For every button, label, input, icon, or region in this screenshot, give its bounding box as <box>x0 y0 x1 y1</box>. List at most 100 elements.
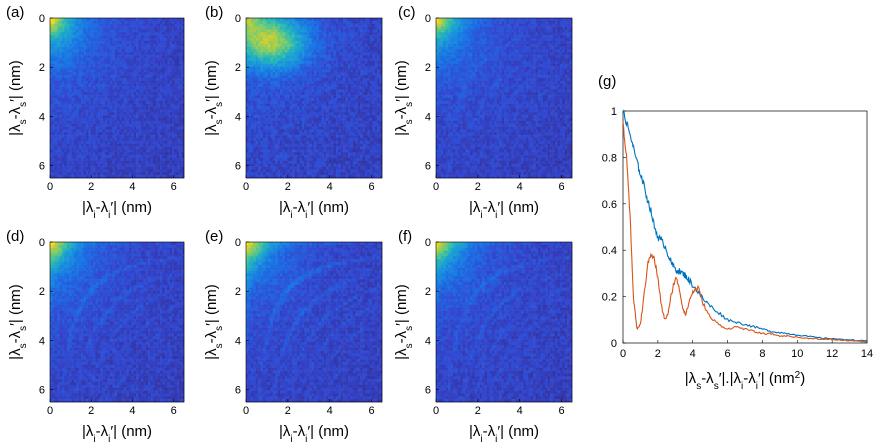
heatmap-cell <box>287 89 290 93</box>
heatmap-cell <box>164 23 168 27</box>
heatmap-cell <box>54 158 58 162</box>
heatmap-cell <box>54 18 58 22</box>
heatmap-cell <box>109 100 113 104</box>
heatmap-cell <box>289 63 293 67</box>
heatmap-cell <box>292 63 295 67</box>
heatmap-cell <box>140 135 144 139</box>
heatmap-cell <box>323 43 327 47</box>
heatmap-cell <box>352 92 356 96</box>
heatmap-cell <box>152 23 156 27</box>
heatmap-cell <box>152 29 156 33</box>
heatmap-cell <box>181 118 185 122</box>
heatmap-cell <box>169 78 173 82</box>
heatmap-cell <box>348 43 351 47</box>
heatmap-cell <box>145 92 149 96</box>
heatmap-cell <box>301 60 305 64</box>
heatmap-cell <box>112 92 115 96</box>
heatmap-cell <box>174 100 178 104</box>
heatmap-cell <box>362 75 366 79</box>
heatmap-cell <box>66 160 70 164</box>
heatmap-cell <box>345 103 349 107</box>
heatmap-cell <box>253 52 256 56</box>
heatmap-cell <box>348 40 351 44</box>
heatmap-cell <box>246 43 249 47</box>
heatmap-cell <box>107 106 111 110</box>
heatmap-cell <box>109 63 113 67</box>
heatmap-cell <box>124 149 127 153</box>
heatmap-cell <box>148 163 151 167</box>
heatmap-cell <box>362 95 366 99</box>
heatmap-cell <box>59 20 63 24</box>
heatmap-cell <box>102 92 106 96</box>
heatmap-cell <box>172 100 175 104</box>
heatmap-cell <box>152 63 156 67</box>
heatmap-cell <box>121 92 125 96</box>
x-axis-label: |λi-λi′| (nm) <box>82 199 152 221</box>
heatmap-cell <box>172 155 175 159</box>
heatmap-cell <box>265 18 269 22</box>
heatmap-cell <box>112 158 115 162</box>
heatmap-cell <box>379 35 383 39</box>
heatmap-cell <box>377 78 380 82</box>
heatmap-cell <box>294 80 298 84</box>
heatmap-cell <box>357 106 361 110</box>
heatmap-cell <box>340 72 344 76</box>
heatmap-cell <box>350 92 354 96</box>
heatmap-cell <box>136 89 139 93</box>
heatmap-cell <box>105 89 108 93</box>
heatmap-cell <box>348 75 351 79</box>
heatmap-cell <box>97 23 101 27</box>
heatmap-cell <box>287 69 290 73</box>
heatmap-cell <box>152 80 156 84</box>
heatmap-cell <box>71 152 75 156</box>
heatmap-cell <box>367 83 371 87</box>
heatmap-cell <box>102 132 106 136</box>
heatmap-cell <box>292 26 295 30</box>
heatmap-cell <box>314 100 317 104</box>
heatmap-cell <box>270 100 273 104</box>
heatmap-cell <box>83 149 87 153</box>
heatmap-cell <box>143 100 146 104</box>
heatmap-cell <box>155 169 158 173</box>
heatmap-cell <box>362 18 366 22</box>
heatmap-cell <box>172 83 175 87</box>
heatmap-cell <box>52 152 56 156</box>
heatmap-cell <box>284 55 288 59</box>
heatmap-cell <box>69 115 72 119</box>
heatmap-cell <box>328 103 332 107</box>
heatmap-cell <box>289 86 293 90</box>
heatmap-cell <box>306 40 310 44</box>
heatmap-cell <box>284 52 288 56</box>
heatmap-cell <box>355 43 358 47</box>
heatmap-cell <box>85 103 89 107</box>
heatmap-cell <box>83 66 87 70</box>
heatmap-cell <box>326 60 329 64</box>
heatmap-cell <box>145 72 149 76</box>
heatmap-cell <box>145 66 149 70</box>
heatmap-cell <box>372 32 375 36</box>
heatmap-cell <box>81 132 84 136</box>
heatmap-cell <box>301 52 305 56</box>
heatmap-cell <box>164 126 168 130</box>
heatmap-cell <box>95 109 99 113</box>
heatmap-cell <box>73 175 77 179</box>
heatmap-cell <box>316 75 320 79</box>
heatmap-cell <box>374 103 378 107</box>
heatmap-cell <box>331 58 334 62</box>
heatmap-cell <box>181 120 185 124</box>
heatmap-cell <box>277 60 281 64</box>
heatmap-cell <box>174 123 178 127</box>
heatmap-cell <box>306 20 310 24</box>
heatmap-cell <box>292 58 295 62</box>
heatmap-cell <box>338 72 341 76</box>
heatmap-cell <box>253 32 256 36</box>
heatmap-cell <box>162 38 166 42</box>
heatmap-cell <box>121 140 125 144</box>
heatmap-cell <box>253 18 256 22</box>
heatmap-cell <box>174 132 178 136</box>
heatmap-cell <box>150 118 154 122</box>
heatmap-cell <box>138 26 142 30</box>
heatmap-cell <box>64 132 67 136</box>
heatmap-cell <box>246 26 249 30</box>
heatmap-cell <box>117 46 120 50</box>
